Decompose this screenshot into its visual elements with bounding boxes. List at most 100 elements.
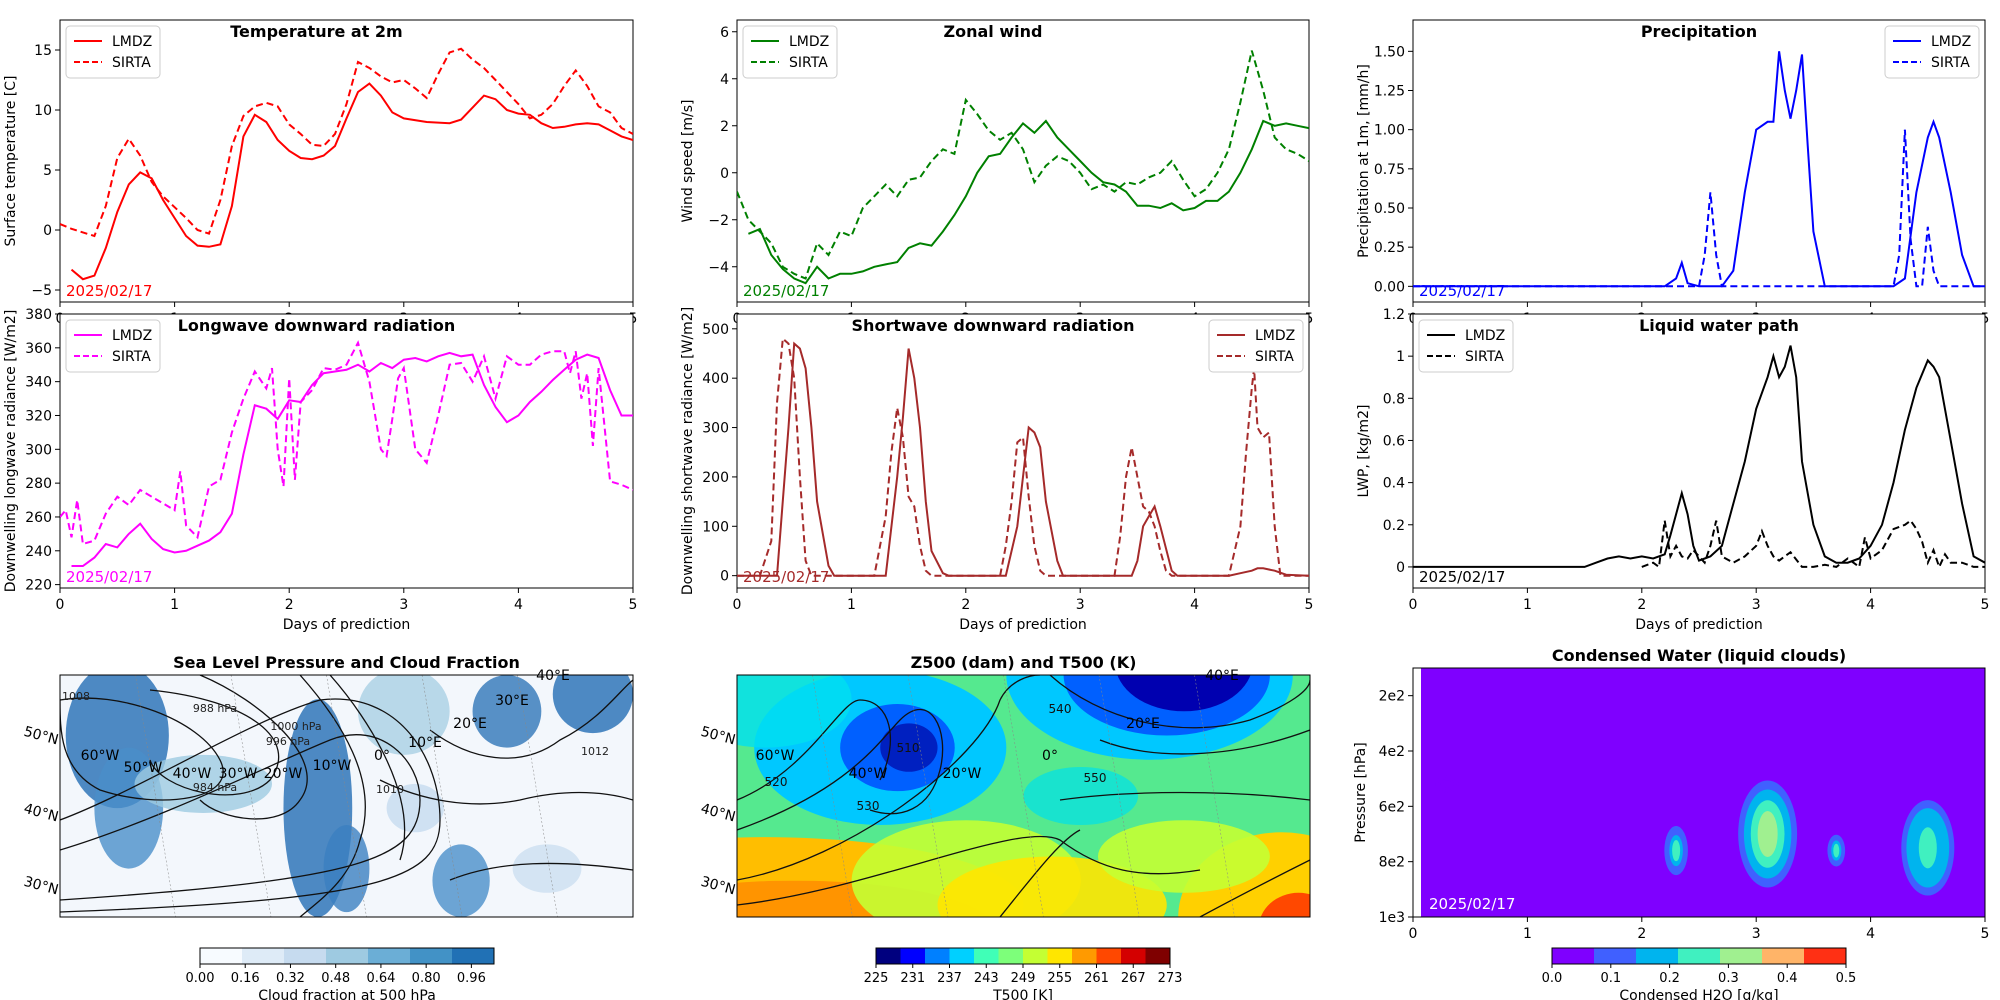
- y-tick-label: 300: [25, 442, 52, 458]
- map-field: [737, 675, 1310, 917]
- map-frame: [59, 674, 634, 918]
- lon-label: 10°E: [408, 735, 442, 751]
- isobar-label: 996 hPa: [266, 735, 310, 748]
- lat-label: 30°N: [699, 874, 737, 899]
- isobar-label: 1010: [376, 783, 404, 796]
- x-axis-label: Days of prediction: [959, 617, 1087, 633]
- y-tick-label: 0: [720, 166, 729, 182]
- colorbar-tick-label: 0.64: [366, 971, 395, 986]
- colorbar-tick-label: 237: [937, 971, 962, 986]
- contour-line: [999, 829, 1081, 917]
- legend-label: SIRTA: [1465, 349, 1504, 365]
- colorbar-tick-label: 0.0: [1542, 971, 1563, 986]
- series-line-lmdz: [70, 82, 633, 281]
- chart-title: Longwave downward radiation: [178, 316, 456, 335]
- series-line-lmdz: [71, 351, 633, 567]
- chart-lw: 0 1 2 3 4 5 220 240 260 280 300 320 340 360 380 Longwav…: [3, 307, 637, 633]
- colorbar-tick-label: 0.4: [1777, 971, 1798, 986]
- map-z500: Z500 (dam) and T500 (K) 510 520 530 540 550 60…: [699, 653, 1311, 918]
- field-patch: [472, 675, 542, 748]
- x-tick-label: 1: [1523, 597, 1532, 613]
- y-tick-label: 200: [702, 470, 729, 486]
- chart-cond: 0 1 2 3 4 5 2e2 4e2 6e2 8e2 1e3 Condensed Water (li…: [1353, 646, 1989, 942]
- legend-box: [65, 25, 161, 79]
- colorbar-cell: [284, 948, 327, 964]
- colorbar-tick-label: 0.32: [276, 971, 305, 986]
- chart-lwp: 0 1 2 3 4 5 0 0.2 0.4 0.6 0.8 1 1.2 Liquid water path…: [1356, 307, 1989, 633]
- y-tick-label: 0: [1396, 560, 1405, 576]
- y-tick-label: 400: [702, 371, 729, 387]
- cloud-cell: [1672, 840, 1681, 862]
- isobar-label: 1008: [62, 690, 90, 703]
- date-label: 2025/02/17: [1419, 282, 1505, 300]
- lon-label: 20°E: [453, 716, 487, 732]
- y-tick-label: −2: [708, 213, 729, 229]
- heatmap-background: [1413, 668, 1985, 917]
- colorbar-label: Condensed H2O [g/kg]: [1619, 988, 1778, 1000]
- colorbar-tick-label: 0.2: [1659, 971, 1680, 986]
- contour-line: [429, 679, 633, 759]
- colorbar-cell: [1552, 948, 1595, 964]
- legend-label: LMDZ: [1465, 328, 1505, 344]
- y-tick-label: 15: [34, 43, 52, 59]
- contour-line: [737, 835, 1201, 906]
- x-tick-label: 4: [1190, 597, 1199, 613]
- graticule-line: [812, 675, 853, 917]
- y-tick-label: 280: [25, 476, 52, 492]
- map-slp: Sea Level Pressure and Cloud Fraction 984…: [22, 653, 634, 918]
- y-tick-label: 2: [720, 119, 729, 135]
- chart-title: Precipitation: [1641, 22, 1757, 41]
- field-patch: [357, 675, 450, 755]
- field-patch: [512, 844, 582, 893]
- cloud-cell: [1833, 843, 1840, 858]
- x-tick-label: 5: [1981, 926, 1990, 942]
- y-tick-label: 10: [34, 103, 52, 119]
- lon-label: 30°E: [495, 693, 529, 709]
- heatmap-field: [1435, 775, 1955, 896]
- field-patch: [1117, 675, 1251, 712]
- y-tick-label: 260: [25, 510, 52, 526]
- colorbar-cell: [326, 948, 369, 964]
- x-tick-label: 1: [1523, 926, 1532, 942]
- graticule-line: [1098, 675, 1140, 917]
- y-tick-label: 0.8: [1383, 391, 1405, 407]
- colorbar-cell: [410, 948, 453, 964]
- field-patch: [880, 723, 938, 772]
- y-tick-label: 4: [720, 72, 729, 88]
- y-axis-label: LWP, [kg/m2]: [1356, 405, 1372, 498]
- colorbar-cell: [1023, 948, 1048, 964]
- chart-title: Liquid water path: [1639, 316, 1799, 335]
- legend: LMDZ SIRTA: [65, 319, 161, 373]
- y-tick-label: −4: [708, 260, 729, 276]
- colorbar-frame: [199, 947, 495, 965]
- colorbar-cell: [1047, 948, 1073, 964]
- graticule-line: [1194, 675, 1235, 917]
- x-axis-label: Days of prediction: [1635, 617, 1763, 633]
- graticule-line: [1003, 675, 1044, 917]
- colorbar-cell: [1804, 948, 1847, 964]
- y-tick-label: 380: [25, 307, 52, 323]
- graticule-line: [230, 675, 272, 917]
- colorbar-cond: 0.0 0.1 0.2 0.3 0.4 0.5 Condensed H2O [g/kg]: [1542, 947, 1856, 1000]
- chart-precip: 0123450.000.250.500.751.001.251.50Precip…: [1356, 19, 1989, 327]
- legend-label: SIRTA: [1931, 55, 1970, 71]
- series-line-sirta: [60, 340, 633, 546]
- colorbar-cell: [900, 948, 926, 964]
- x-tick-label: 5: [629, 597, 638, 613]
- y-tick-label: 1.25: [1374, 84, 1405, 100]
- contour-line: [60, 698, 441, 913]
- lon-label: 30°W: [219, 766, 258, 782]
- contour-line: [329, 675, 406, 861]
- field-patch: [737, 675, 852, 748]
- lon-label: 10°W: [313, 758, 352, 774]
- y-tick-label: 240: [25, 544, 52, 560]
- contour-line: [737, 708, 944, 831]
- legend: LMDZ SIRTA: [65, 25, 161, 79]
- legend: LMDZ SIRTA: [1418, 319, 1514, 373]
- colorbar-cell: [200, 948, 243, 964]
- field-patch: [323, 825, 370, 913]
- graticule-line: [421, 675, 463, 917]
- contour-line: [199, 675, 308, 820]
- graticule-line: [326, 675, 367, 917]
- series-line-sirta: [737, 50, 1309, 280]
